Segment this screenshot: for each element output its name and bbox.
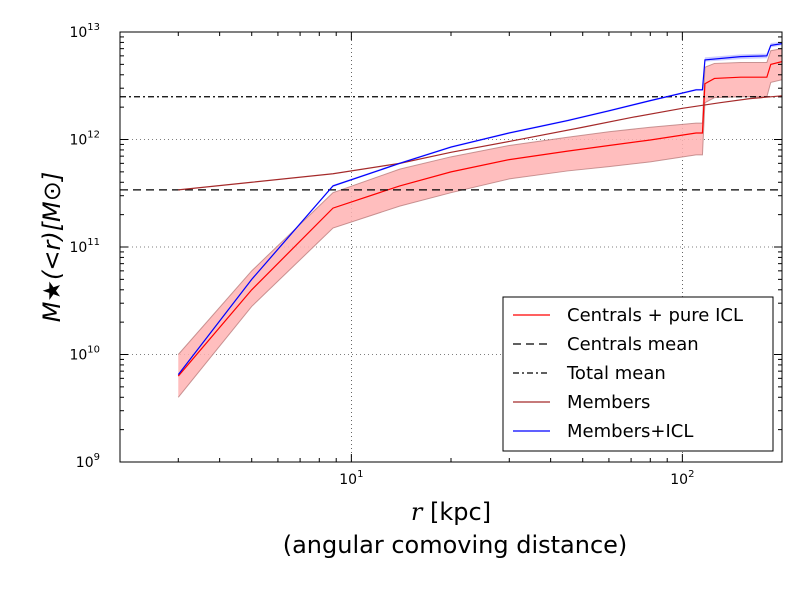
legend-box <box>502 296 774 452</box>
x-tick-base: 10 <box>670 472 688 488</box>
y-tick-base: 10 <box>69 133 87 149</box>
y-tick-exponent: 12 <box>87 130 100 141</box>
x-axis-label: r [kpc] <box>411 498 491 526</box>
x-axis-label-var: r <box>411 498 424 526</box>
y-tick-exponent: 11 <box>87 237 100 248</box>
y-tick-exponent: 9 <box>94 452 100 463</box>
y-tick-label: 1010 <box>69 345 100 364</box>
x-tick-label: 102 <box>670 469 694 488</box>
y-tick-base: 10 <box>69 348 87 364</box>
legend-label: Members <box>567 392 650 413</box>
band-lower-edge <box>177 79 782 398</box>
legend: Centrals + pure ICL Centrals mean Total me… <box>502 296 774 452</box>
band-centrals-pure-icl <box>178 48 782 398</box>
y-tick-base: 10 <box>69 25 87 41</box>
series-line-members <box>178 95 782 191</box>
y-tick-label: 109 <box>76 452 100 471</box>
legend-label: Centrals + pure ICL <box>567 305 743 326</box>
band-upper-edge <box>177 48 782 355</box>
series-line-members-icl <box>177 43 782 375</box>
x-tick-base: 10 <box>339 472 357 488</box>
legend-label: Members+ICL <box>567 421 693 442</box>
y-axis-label-text: M★(<r)[M⊙] <box>38 172 66 322</box>
x-axis-subtitle: (angular comoving distance) <box>283 531 628 559</box>
x-tick-label: 101 <box>339 469 363 488</box>
confidence-bands <box>177 41 782 398</box>
y-tick-exponent: 10 <box>87 345 100 356</box>
series-lines <box>120 43 782 377</box>
y-tick-exponent: 13 <box>87 22 100 33</box>
y-tick-base: 10 <box>76 455 94 471</box>
legend-label: Total mean <box>566 363 666 384</box>
series-line-centrals-pure-icl <box>177 61 782 377</box>
y-tick-label: 1013 <box>69 22 100 41</box>
y-tick-base: 10 <box>69 240 87 256</box>
legend-label: Centrals mean <box>567 334 699 355</box>
x-tick-exponent: 1 <box>357 469 363 480</box>
y-axis-label: M★(<r)[M⊙] <box>38 172 66 322</box>
y-tick-label: 1012 <box>69 130 100 149</box>
x-tick-exponent: 2 <box>688 469 694 480</box>
x-axis-label-unit: [kpc] <box>422 498 491 526</box>
y-tick-label: 1011 <box>69 237 100 256</box>
